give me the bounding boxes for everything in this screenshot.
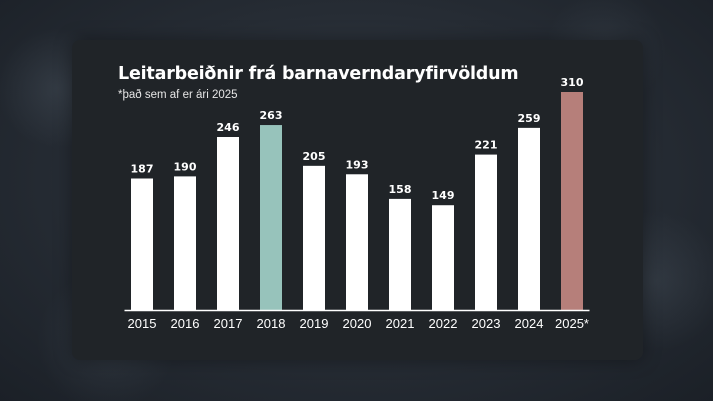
chart-subtitle: *það sem af er ári 2025 [118, 89, 238, 101]
bar-2025 [561, 92, 583, 310]
chart-title: Leitarbeiðnir frá barnaverndaryfirvöldum [118, 64, 519, 84]
data-label-2015: 187 [131, 162, 154, 175]
data-label-2019: 205 [303, 150, 326, 163]
data-label-2017: 246 [217, 121, 240, 134]
data-label-2016: 190 [174, 160, 197, 173]
x-tick-label-2019: 2019 [300, 316, 329, 331]
data-label-2023: 221 [475, 139, 498, 152]
bar-2019 [303, 165, 325, 310]
x-tick-label-2021: 2021 [386, 316, 415, 331]
x-tick-label-2022: 2022 [429, 316, 458, 331]
bar-2024 [518, 127, 540, 310]
x-tick-label-2016: 2016 [171, 316, 200, 331]
x-tick-label-2015: 2015 [128, 316, 157, 331]
x-tick-label-2018: 2018 [257, 316, 286, 331]
data-label-2020: 193 [346, 158, 369, 171]
bar-2023 [475, 154, 497, 310]
bar-2020 [346, 174, 368, 310]
bar-2015 [131, 178, 153, 310]
data-label-2018: 263 [260, 109, 283, 122]
bar-2017 [217, 137, 239, 310]
bar-chart: 187 2015 190 2016 246 2017 263 2018 205 2019 193 20… [124, 76, 590, 331]
data-label-2025: 310 [561, 76, 584, 89]
chart-card: Leitarbeiðnir frá barnaverndaryfirvöldum… [72, 40, 643, 360]
data-label-2021: 158 [389, 183, 412, 196]
data-label-2024: 259 [518, 112, 541, 125]
x-tick-label-2017: 2017 [214, 316, 243, 331]
bar-2021 [389, 198, 411, 310]
x-tick-label-2020: 2020 [343, 316, 372, 331]
x-tick-label-2024: 2024 [515, 316, 544, 331]
bar-2022 [432, 205, 454, 310]
x-tick-label-2025: 2025* [555, 316, 589, 331]
x-tick-label-2023: 2023 [472, 316, 501, 331]
bar-2018 [260, 125, 282, 311]
bar-2016 [174, 176, 196, 310]
data-label-2022: 149 [432, 189, 455, 202]
